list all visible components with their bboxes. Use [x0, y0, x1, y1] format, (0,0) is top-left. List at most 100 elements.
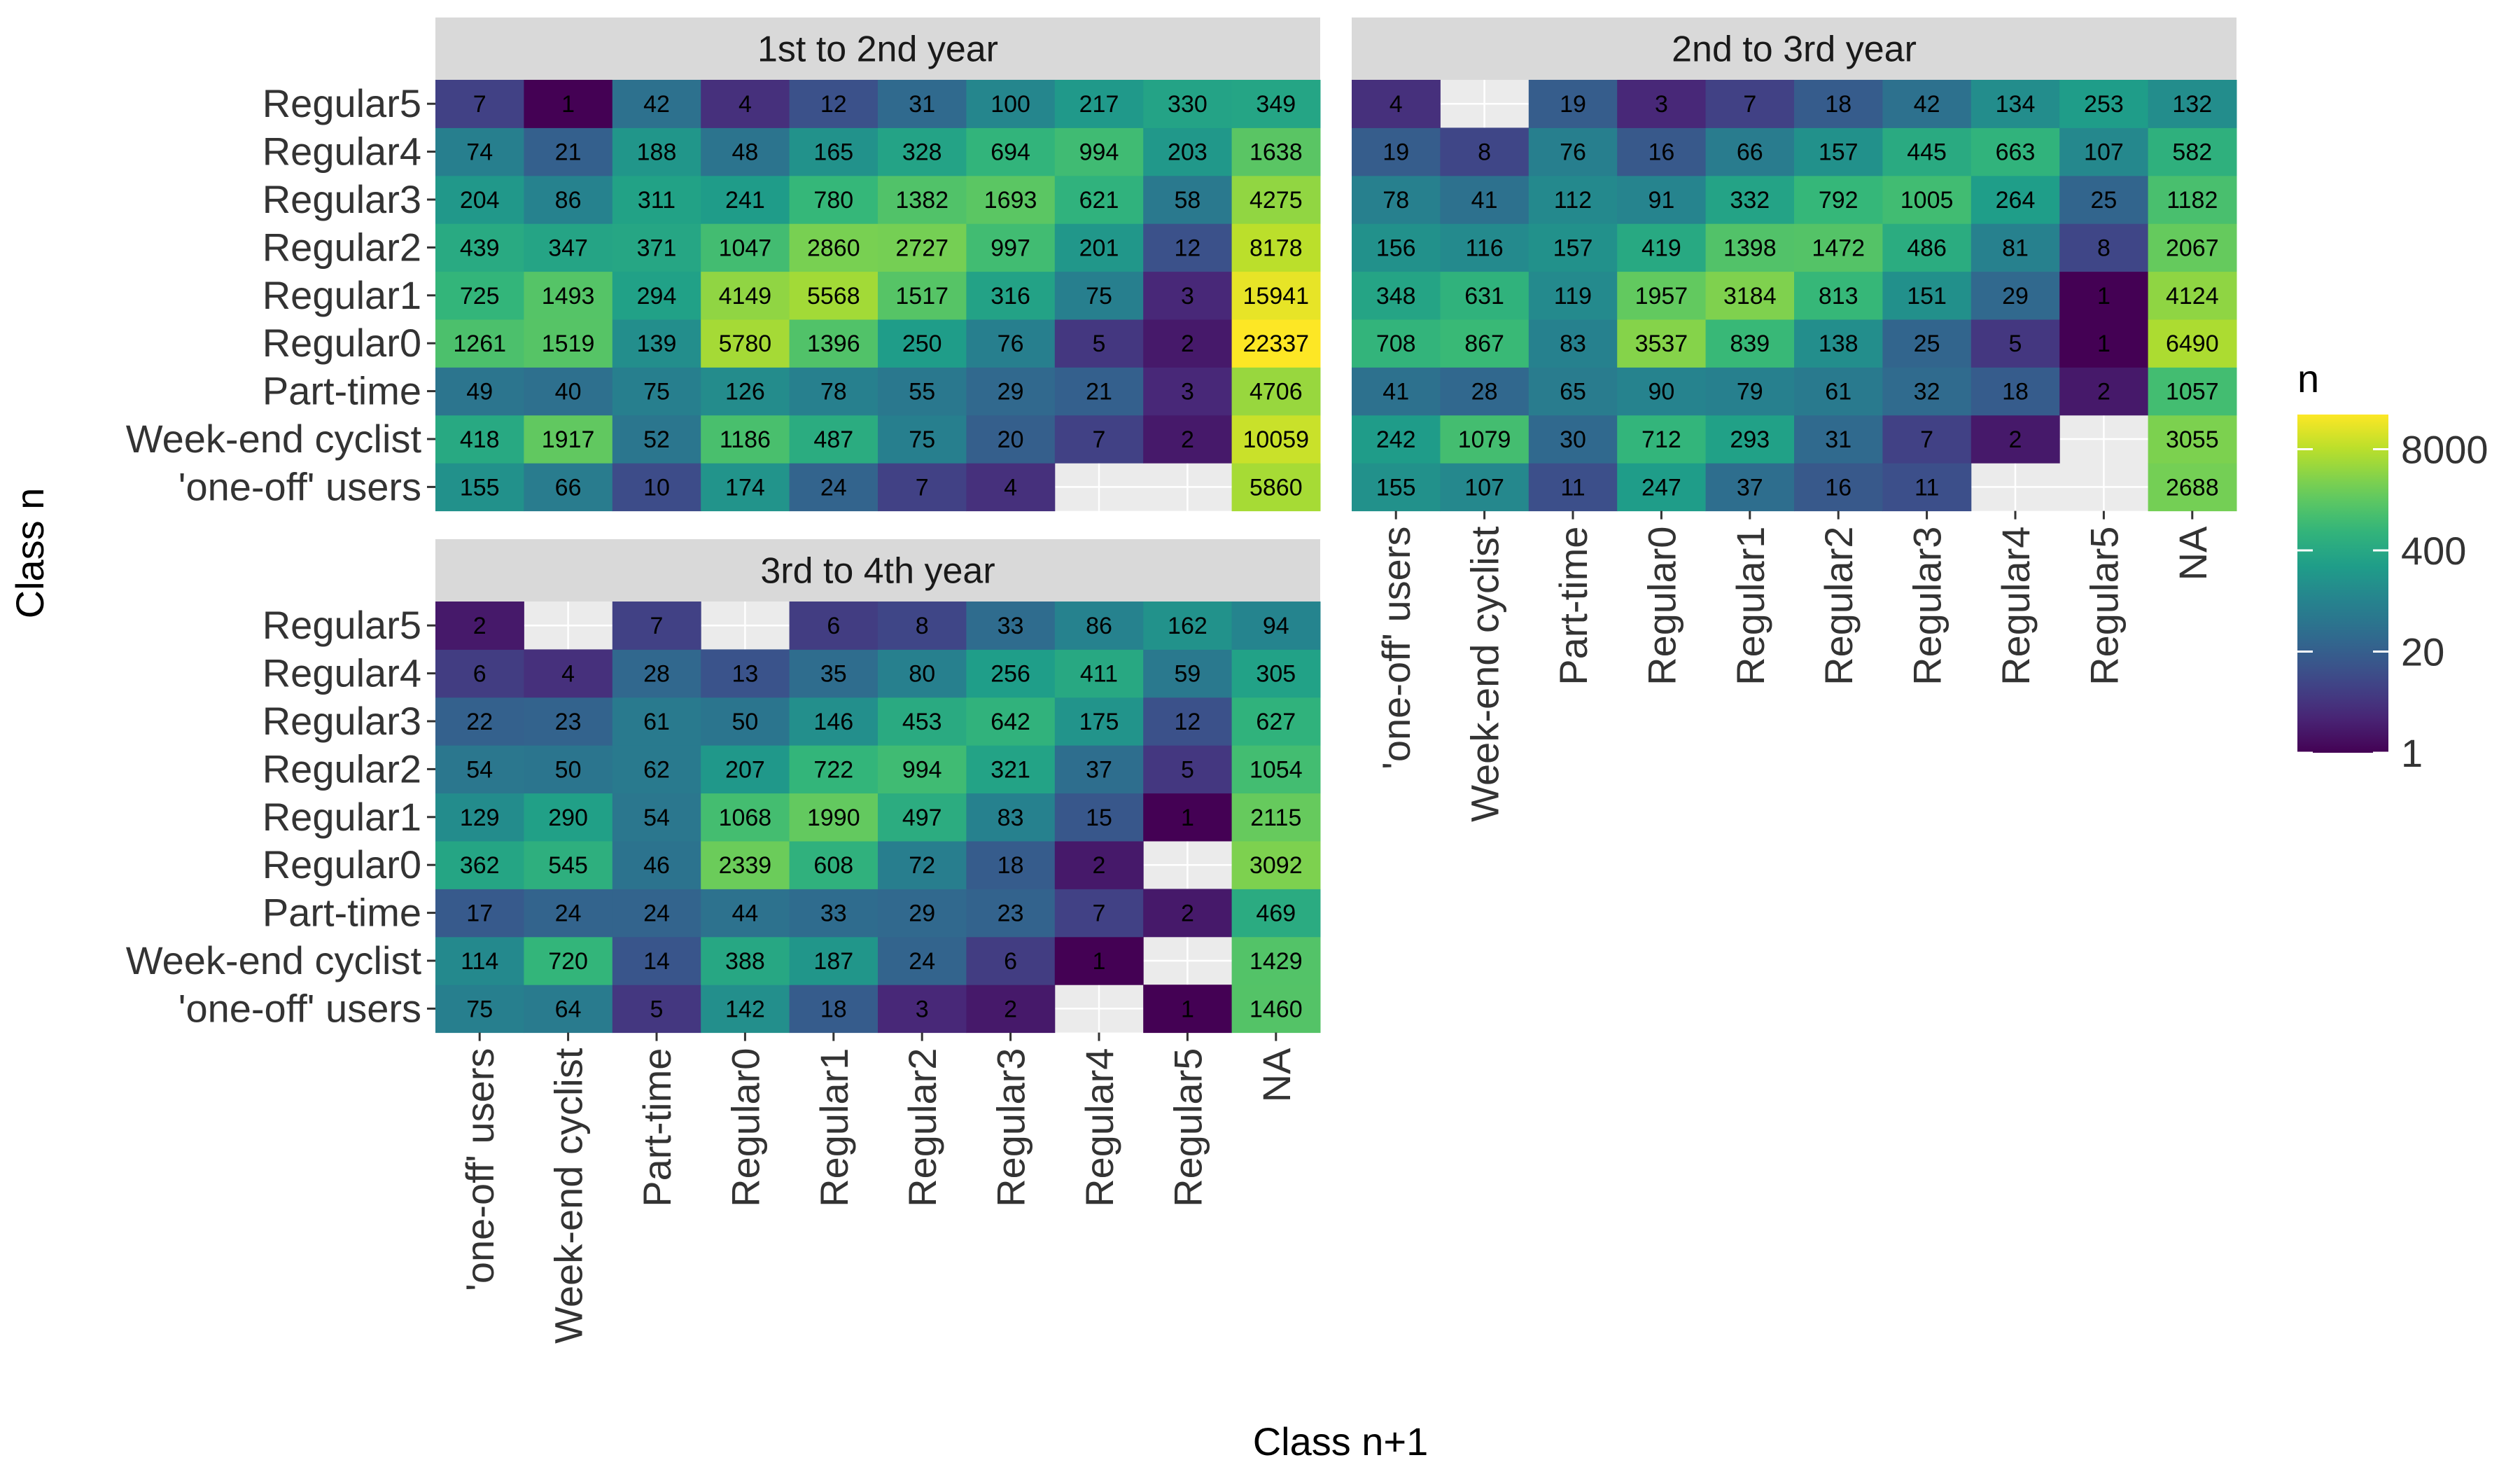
cell-value: 1079	[1458, 426, 1511, 453]
cell-regular2-to-regular1	[789, 745, 878, 794]
cell-value: 3184	[1723, 283, 1777, 310]
cell-value: 453	[902, 709, 942, 735]
cell-regular1-to-na	[1231, 793, 1321, 842]
cell-value: 1957	[1635, 283, 1688, 310]
cell-one-off-users-to-part-time	[612, 985, 701, 1034]
cell-regular2-to-regular0	[1617, 223, 1707, 272]
cell-value: 2	[1181, 426, 1194, 453]
cell-value: 24	[909, 948, 935, 975]
cell-value: 16	[1648, 139, 1674, 166]
cell-week-end-cyclist-to-week-end-cyclist	[524, 936, 613, 985]
cell-regular4-to-regular3	[1882, 127, 1972, 176]
cell-regular4-to-regular3	[966, 127, 1056, 176]
cell-value: 708	[1376, 331, 1416, 357]
cell-value: 188	[637, 139, 677, 166]
cell-value: 13	[732, 661, 758, 688]
cell-value: 14	[643, 948, 670, 975]
cell-regular2-to-regular1	[1705, 223, 1795, 272]
cell-week-end-cyclist-to-one-off-users	[435, 936, 524, 985]
cell-value: 694	[990, 139, 1030, 166]
cell-regular3-to-regular3	[966, 697, 1056, 746]
cell-regular3-to-week-end-cyclist	[1440, 175, 1530, 224]
cell-value: 631	[1464, 283, 1504, 310]
cell-value: 720	[548, 948, 588, 975]
y-tick-label: Regular2	[262, 746, 421, 791]
cell-regular1-to-part-time	[612, 271, 701, 320]
cell-regular3-to-regular2	[878, 175, 967, 224]
cell-value: 18	[1825, 91, 1851, 118]
cell-regular2-to-na	[2148, 223, 2237, 272]
y-tick-label: Regular3	[262, 699, 421, 743]
cell-value: 582	[2172, 139, 2212, 166]
cell-regular1-to-na	[1231, 271, 1321, 320]
cell-part-time-to-regular0	[1617, 367, 1707, 416]
cell-value: 8178	[1250, 235, 1303, 261]
cell-part-time-to-regular1	[1705, 367, 1795, 416]
y-tick-label: Part-time	[262, 369, 421, 413]
cell-regular1-to-regular3	[966, 271, 1056, 320]
x-tick-label: 'one-off' users	[1374, 527, 1418, 770]
cell-regular3-to-part-time	[1528, 175, 1618, 224]
y-tick-label: Regular2	[262, 225, 421, 269]
cell-regular4-to-one-off-users	[435, 127, 524, 176]
cell-regular2-to-regular4	[1054, 223, 1144, 272]
cell-value: 6	[473, 661, 486, 688]
cell-value: 2	[1181, 901, 1194, 927]
cell-value: 17	[466, 901, 493, 927]
cell-part-time-to-regular0	[701, 367, 790, 416]
cell-value: 4124	[2166, 283, 2219, 310]
cell-value: 1519	[542, 331, 595, 357]
cell-regular2-to-regular5	[1143, 223, 1233, 272]
cell-regular2-to-part-time	[612, 223, 701, 272]
panel-strip	[435, 539, 1320, 602]
cell-value: 74	[466, 139, 493, 166]
cell-regular3-to-regular3	[1882, 175, 1972, 224]
cell-value: 1990	[807, 805, 860, 831]
x-tick-label: 'one-off' users	[458, 1048, 502, 1291]
x-tick-label: Regular1	[1728, 527, 1772, 686]
cell-value: 347	[548, 235, 588, 261]
cell-regular3-to-regular1	[1705, 175, 1795, 224]
cell-value: 486	[1907, 235, 1947, 261]
cell-regular3-to-na	[2148, 175, 2237, 224]
cell-regular1-to-one-off-users	[1352, 271, 1441, 320]
cell-value: 37	[1086, 756, 1112, 783]
cell-value: 18	[2002, 379, 2029, 405]
cell-value: 15	[1086, 805, 1112, 831]
cell-part-time-to-regular4	[1970, 367, 2060, 416]
cell-regular4-to-regular0	[701, 127, 790, 176]
cell-one-off-users-to-one-off-users	[435, 463, 524, 512]
cell-regular4-to-part-time	[1528, 127, 1618, 176]
cell-one-off-users-to-regular2	[878, 463, 967, 512]
cell-value: 66	[555, 474, 582, 501]
cell-part-time-to-week-end-cyclist	[524, 889, 613, 938]
cell-regular0-to-regular5	[1143, 319, 1233, 368]
cell-value: 24	[555, 901, 582, 927]
cell-one-off-users-to-na	[1231, 985, 1321, 1034]
cell-regular3-to-regular1	[789, 697, 878, 746]
x-axis: 'one-off' users Week-end cyclist Part-time…	[458, 1032, 1298, 1344]
cell-part-time-to-regular2	[1794, 367, 1883, 416]
cell-value: 487	[813, 426, 853, 453]
cell-regular3-to-regular0	[701, 175, 790, 224]
cell-value: 116	[1465, 235, 1503, 261]
cell-week-end-cyclist-to-regular0	[701, 936, 790, 985]
cell-value: 21	[1086, 379, 1112, 405]
cell-value: 8	[916, 613, 929, 639]
cell-value: 4149	[719, 283, 772, 310]
cell-regular3-to-regular4	[1970, 175, 2060, 224]
cell-value: 64	[555, 996, 582, 1022]
cell-value: 362	[460, 852, 500, 879]
cell-part-time-to-regular3	[966, 889, 1056, 938]
cell-regular1-to-regular5	[1143, 271, 1233, 320]
cell-regular5-to-regular3	[1882, 80, 1972, 128]
cell-one-off-users-to-one-off-users	[1352, 463, 1441, 512]
cell-value: 3055	[2166, 426, 2219, 453]
cell-value: 29	[909, 901, 935, 927]
cell-week-end-cyclist-to-regular5	[1143, 415, 1233, 464]
cell-regular3-to-regular3	[966, 175, 1056, 224]
cell-value: 418	[460, 426, 500, 453]
cell-value: 42	[643, 91, 670, 118]
cell-value: 348	[1376, 283, 1416, 310]
